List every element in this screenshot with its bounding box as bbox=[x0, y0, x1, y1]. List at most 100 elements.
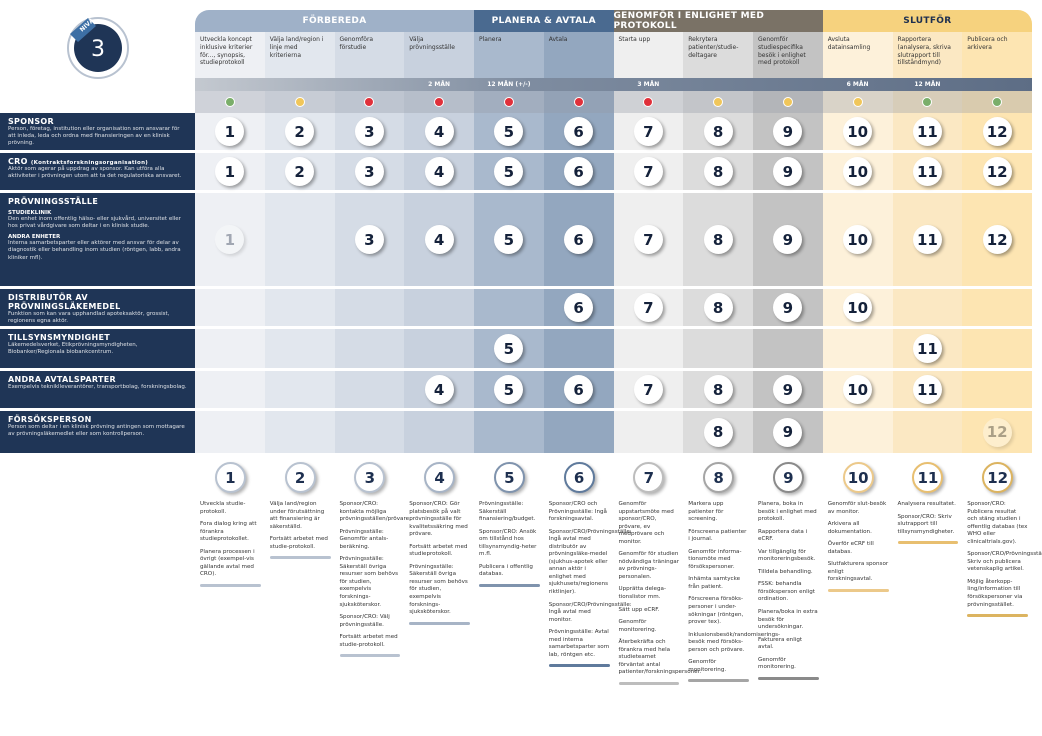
matrix-cell: 11 bbox=[892, 193, 963, 287]
actor-title: DISTRIBUTÖR AV PRÖVNINGSLÄKEMEDEL bbox=[8, 293, 187, 311]
step-note: Genomför informa-tionsmöte med försökspe… bbox=[688, 548, 742, 570]
step-marker: 4 bbox=[424, 157, 454, 186]
step-note: Sponsor/CRO: kontakta möjliga prövningss… bbox=[339, 501, 411, 523]
matrix-cell: 9 bbox=[753, 193, 823, 287]
step-marker: 8 bbox=[703, 293, 733, 322]
matrix-cell: 10 bbox=[822, 193, 893, 287]
step-marker: 11 bbox=[912, 117, 942, 146]
step-note: Slutfakturera sponsor enligt forskningsa… bbox=[827, 561, 889, 583]
actor-name: CRO bbox=[8, 157, 28, 166]
step-note: Publicera i offentlig databas. bbox=[479, 563, 533, 578]
matrix-cell bbox=[334, 289, 405, 327]
step-note: Genomför slut-besök av monitor. bbox=[827, 501, 887, 515]
matrix-cell: 3 bbox=[334, 193, 405, 287]
step-marker: 3 bbox=[354, 157, 384, 186]
step-note: Genomför monitorering. bbox=[758, 656, 796, 671]
duration-bar: 2 MÅN 12 MÅN (+/-) 3 MÅN 6 MÅN 12 MÅN bbox=[195, 78, 1032, 91]
step-note: Genomför monitorering. bbox=[688, 659, 727, 673]
matrix-cell bbox=[962, 289, 1032, 327]
actor-cells: 1 2 3 4 5 6 7 8 9 10 11 12 bbox=[195, 113, 1032, 151]
matrix-cell: 4 bbox=[404, 113, 474, 151]
step-number-badge: 11 bbox=[912, 462, 944, 493]
actor-description: Aktör som agerar på uppdrag av sponsor. … bbox=[8, 166, 182, 180]
step-note: Utveckla studie-protokoll. bbox=[200, 501, 246, 515]
step-detail-7: 7 Genomför uppstartsmöte med sponsor/CRO,… bbox=[614, 462, 702, 685]
status-cell bbox=[544, 91, 614, 113]
step-marker: 11 bbox=[912, 334, 942, 363]
step-number-badge: 3 bbox=[354, 462, 386, 493]
matrix-cell bbox=[962, 329, 1032, 369]
status-cell bbox=[335, 91, 405, 113]
matrix-cell: 3 bbox=[334, 113, 405, 151]
step-note: Planera processen i övrigt (exempel-vis … bbox=[200, 548, 255, 578]
matrix-cell bbox=[195, 329, 265, 369]
step-title: Genomföra förstudie bbox=[339, 36, 374, 51]
matrix-cell: 9 bbox=[753, 289, 823, 327]
matrix-cell: 2 bbox=[264, 113, 335, 151]
actor-cells: 6 7 8 9 10 bbox=[195, 289, 1032, 327]
matrix-cell: 9 bbox=[753, 153, 823, 191]
step-marker: 7 bbox=[633, 225, 663, 254]
step-note: Rapportera data i eCRF. bbox=[758, 528, 808, 543]
step-marker: 2 bbox=[285, 117, 315, 146]
step-detail-12: 12 Sponsor/CRO: Publicera resultat och st… bbox=[962, 462, 1042, 685]
matrix-cell: 6 bbox=[543, 289, 614, 327]
matrix-cell bbox=[404, 329, 474, 369]
step-note: Prövningsställe: Säkerställ övriga resur… bbox=[409, 563, 468, 616]
step-note: Fortsätt arbetet med studieprotokoll. bbox=[409, 543, 468, 558]
step-number-badge: 2 bbox=[284, 462, 316, 493]
status-dot bbox=[503, 97, 514, 107]
duration-label bbox=[962, 78, 1032, 91]
step-marker: 6 bbox=[564, 375, 594, 404]
matrix-cell: 12 bbox=[962, 113, 1032, 151]
matrix-cell: 8 bbox=[683, 113, 753, 151]
matrix-cell: 5 bbox=[474, 329, 544, 369]
actor-label: DISTRIBUTÖR AV PRÖVNINGSLÄKEMEDEL Funktio… bbox=[0, 289, 195, 327]
step-marker: 7 bbox=[633, 375, 663, 404]
step-note: Tilldela behandling. bbox=[758, 568, 813, 575]
underline-divider bbox=[758, 676, 819, 680]
status-cell bbox=[265, 91, 335, 113]
matrix-cell: 1 bbox=[195, 113, 265, 151]
actor-cells: 8 9 12 bbox=[195, 411, 1032, 454]
step-note: Återbekräfta och förankra med hela studi… bbox=[618, 639, 702, 676]
step-note: Sponsor/CRO/Prövningsställe: Ingå avtal … bbox=[548, 601, 632, 623]
matrix-cell bbox=[613, 329, 684, 369]
status-dot bbox=[922, 97, 933, 107]
matrix-cell: 6 bbox=[543, 113, 614, 151]
matrix-cell: 6 bbox=[543, 193, 614, 287]
matrix-cell bbox=[264, 371, 335, 409]
duration-label: 6 MÅN bbox=[846, 81, 869, 88]
matrix-cell bbox=[753, 329, 823, 369]
matrix-cell bbox=[822, 411, 893, 454]
step-note: Överför eCRF till databas. bbox=[827, 541, 874, 555]
step-marker: 4 bbox=[424, 225, 454, 254]
step-title: Rekrytera patienter/studie-deltagare bbox=[688, 36, 739, 59]
matrix-cell bbox=[962, 371, 1032, 409]
step-title: Planera bbox=[479, 36, 502, 43]
matrix-cell: 12 bbox=[962, 411, 1032, 454]
step-number-badge: 10 bbox=[842, 462, 874, 493]
matrix-cell: 9 bbox=[753, 371, 823, 409]
actor-name: FÖRSÖKSPERSON bbox=[8, 415, 92, 424]
matrix-cell bbox=[334, 371, 405, 409]
step-marker: 5 bbox=[494, 157, 524, 186]
step-marker: 8 bbox=[703, 157, 733, 186]
underline-divider bbox=[827, 588, 889, 592]
matrix-cell bbox=[543, 329, 614, 369]
step-marker: 2 bbox=[285, 157, 315, 186]
step-marker: 9 bbox=[773, 117, 803, 146]
duration-label: 2 MÅN bbox=[428, 81, 451, 88]
duration-label: 12 MÅN (+/-) bbox=[487, 81, 531, 88]
status-dot bbox=[294, 97, 305, 107]
step-marker: 12 bbox=[982, 117, 1012, 146]
step-marker: 9 bbox=[773, 225, 803, 254]
matrix-cell: 7 bbox=[613, 113, 684, 151]
actor-label: PRÖVNINGSSTÄLLE STUDIEKLINIK Den enhet ino… bbox=[0, 193, 195, 287]
matrix-cell: 10 bbox=[822, 153, 893, 191]
actor-sub-description: Interna samarbetsparter eller aktörer me… bbox=[8, 240, 181, 261]
status-dots-row bbox=[195, 91, 1032, 113]
matrix-cell: 4 bbox=[404, 193, 474, 287]
step-note: Prövningsställe: Säkerställ finansiering… bbox=[479, 501, 536, 523]
matrix-cell bbox=[474, 411, 544, 454]
